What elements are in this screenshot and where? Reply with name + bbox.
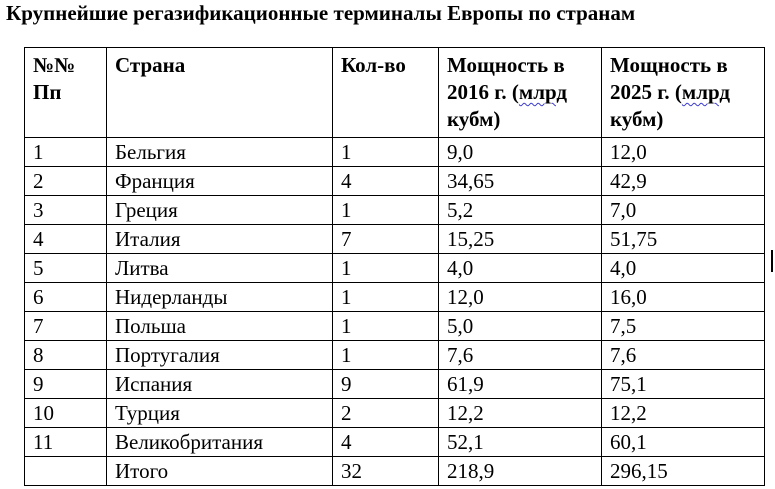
cell-count: 1 [332, 282, 439, 312]
cell-capacity-2016: 5,2 [438, 195, 602, 225]
cell-number: 10 [24, 398, 107, 428]
cell-capacity-2016: 34,65 [438, 166, 602, 196]
cell-number: 8 [24, 340, 107, 370]
cell-country: Литва [106, 253, 333, 283]
cell-count: 1 [332, 253, 439, 283]
cell-capacity-2016: 52,1 [438, 427, 602, 457]
cell-count: 9 [332, 369, 439, 399]
cell-country: Португалия [106, 340, 333, 370]
table-header-row: №№ Пп Страна Кол-во Мощность в 2016 г. (… [24, 47, 765, 138]
text-cursor [771, 250, 773, 272]
cell-number: 11 [24, 427, 107, 457]
cell-country: Испания [106, 369, 333, 399]
cell-country: Италия [106, 224, 333, 254]
cell-country: Турция [106, 398, 333, 428]
header-number: №№ Пп [24, 47, 107, 138]
header-capacity-2025-unit: млрд [681, 80, 731, 104]
cell-capacity-2016: 12,2 [438, 398, 602, 428]
table-row: 3 Греция 1 5,2 7,0 [24, 195, 765, 225]
header-capacity-2025-tail: кубм) [610, 107, 664, 131]
document-title: Крупнейшие регазификационные терминалы Е… [6, 1, 636, 25]
cell-country: Бельгия [106, 137, 333, 167]
cell-number: 7 [24, 311, 107, 341]
cell-number: 6 [24, 282, 107, 312]
header-capacity-2016-unit: млрд [518, 80, 568, 104]
cell-capacity-2025: 60,1 [601, 427, 765, 457]
header-capacity-2016: Мощность в 2016 г. (млрд кубм) [438, 47, 602, 138]
cell-count: 1 [332, 195, 439, 225]
header-capacity-2016-tail: кубм) [447, 107, 501, 131]
header-count: Кол-во [332, 47, 439, 138]
table-row: 4 Италия 7 15,25 51,75 [24, 224, 765, 254]
cell-country: Итого [106, 456, 333, 486]
terminals-table: №№ Пп Страна Кол-во Мощность в 2016 г. (… [24, 47, 765, 486]
cell-number [24, 456, 107, 486]
header-capacity-2016-text: Мощность в 2016 г. ( [447, 53, 565, 104]
cell-country: Франция [106, 166, 333, 196]
cell-number: 4 [24, 224, 107, 254]
cell-count: 1 [332, 340, 439, 370]
header-capacity-2025-text: Мощность в 2025 г. ( [610, 53, 728, 104]
cell-capacity-2016: 15,25 [438, 224, 602, 254]
cell-count: 1 [332, 311, 439, 341]
table-row: 5 Литва 1 4,0 4,0 [24, 253, 765, 283]
cell-number: 9 [24, 369, 107, 399]
cell-capacity-2016: 4,0 [438, 253, 602, 283]
table-row: 1 Бельгия 1 9,0 12,0 [24, 137, 765, 167]
cell-country: Великобритания [106, 427, 333, 457]
cell-country: Нидерланды [106, 282, 333, 312]
cell-count: 4 [332, 427, 439, 457]
cell-country: Греция [106, 195, 333, 225]
table-row: 6 Нидерланды 1 12,0 16,0 [24, 282, 765, 312]
cell-capacity-2025: 7,6 [601, 340, 765, 370]
header-country: Страна [106, 47, 333, 138]
cell-capacity-2025: 12,0 [601, 137, 765, 167]
cell-capacity-2016: 9,0 [438, 137, 602, 167]
table-row: 10 Турция 2 12,2 12,2 [24, 398, 765, 428]
cell-capacity-2025: 7,0 [601, 195, 765, 225]
cell-count: 4 [332, 166, 439, 196]
header-capacity-2025: Мощность в 2025 г. (млрд кубм) [601, 47, 765, 138]
table-row: 7 Польша 1 5,0 7,5 [24, 311, 765, 341]
table-row: Итого 32 218,9 296,15 [24, 456, 765, 486]
cell-capacity-2025: 7,5 [601, 311, 765, 341]
cell-count: 2 [332, 398, 439, 428]
cell-number: 2 [24, 166, 107, 196]
cell-count: 7 [332, 224, 439, 254]
cell-number: 3 [24, 195, 107, 225]
cell-capacity-2025: 51,75 [601, 224, 765, 254]
cell-count: 1 [332, 137, 439, 167]
cell-capacity-2025: 75,1 [601, 369, 765, 399]
cell-capacity-2025: 12,2 [601, 398, 765, 428]
table-row: 2 Франция 4 34,65 42,9 [24, 166, 765, 196]
table-row: 9 Испания 9 61,9 75,1 [24, 369, 765, 399]
cell-capacity-2016: 218,9 [438, 456, 602, 486]
table-row: 11 Великобритания 4 52,1 60,1 [24, 427, 765, 457]
cell-count: 32 [332, 456, 439, 486]
table-row: 8 Португалия 1 7,6 7,6 [24, 340, 765, 370]
cell-capacity-2016: 12,0 [438, 282, 602, 312]
cell-capacity-2025: 42,9 [601, 166, 765, 196]
cell-country: Польша [106, 311, 333, 341]
cell-capacity-2016: 61,9 [438, 369, 602, 399]
cell-number: 5 [24, 253, 107, 283]
cell-number: 1 [24, 137, 107, 167]
cell-capacity-2016: 7,6 [438, 340, 602, 370]
cell-capacity-2025: 16,0 [601, 282, 765, 312]
cell-capacity-2025: 4,0 [601, 253, 765, 283]
cell-capacity-2025: 296,15 [601, 456, 765, 486]
cell-capacity-2016: 5,0 [438, 311, 602, 341]
